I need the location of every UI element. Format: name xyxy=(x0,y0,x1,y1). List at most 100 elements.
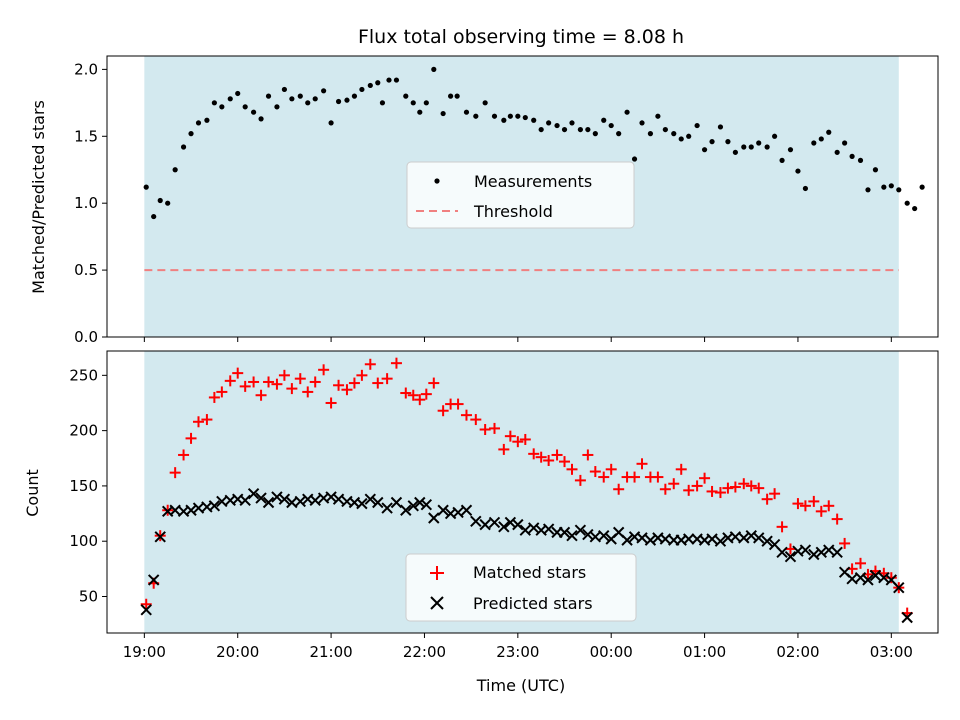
measurement-point xyxy=(662,126,668,133)
matched-star-point xyxy=(140,598,152,610)
measurement-point xyxy=(601,117,607,123)
measurement-point xyxy=(180,144,187,150)
measurement-point xyxy=(328,120,334,126)
matched-star-point xyxy=(714,487,726,499)
predicted-star-point xyxy=(784,550,797,563)
measurement-point xyxy=(431,66,437,72)
measurement-point xyxy=(748,144,754,150)
measurement-point xyxy=(772,133,778,139)
matched-star-point xyxy=(738,478,750,490)
predicted-star-point xyxy=(823,544,835,556)
measurement-point xyxy=(531,117,537,123)
matched-star-point xyxy=(318,364,330,376)
predicted-star-point xyxy=(278,493,291,505)
predicted-star-point xyxy=(598,529,610,542)
matched-star-point xyxy=(216,386,228,398)
legend-matched-label: Matched stars xyxy=(473,563,586,582)
measurement-point xyxy=(423,100,429,106)
matched-star-point xyxy=(420,388,432,400)
matched-star-point xyxy=(761,493,773,505)
x-tick-label: 20:00 xyxy=(216,643,259,661)
predicted-star-point xyxy=(239,494,251,507)
measurement-point xyxy=(818,136,824,142)
measurement-point xyxy=(842,140,848,146)
measurement-point xyxy=(802,185,809,192)
measurement-point xyxy=(655,113,661,119)
measurement-point xyxy=(616,131,622,137)
x-axis-label: Time (UTC) xyxy=(476,676,565,695)
predicted-star-point xyxy=(714,535,727,547)
measurement-point xyxy=(741,144,747,150)
matched-star-point xyxy=(613,483,625,495)
measurement-point xyxy=(454,93,460,99)
matched-star-point xyxy=(729,481,741,493)
measurement-point xyxy=(732,149,738,155)
matched-star-point xyxy=(831,513,843,525)
x-tick-label: 22:00 xyxy=(403,643,446,661)
matched-star-point xyxy=(675,463,687,475)
measurement-point xyxy=(912,205,918,212)
matched-star-point xyxy=(566,463,578,475)
predicted-star-point xyxy=(356,497,368,510)
legend-predicted-label: Predicted stars xyxy=(473,594,593,613)
measurement-point xyxy=(849,153,855,159)
measurement-point xyxy=(865,187,871,193)
measurement-point xyxy=(624,109,630,115)
predicted-star-point xyxy=(309,494,321,507)
measurement-point xyxy=(351,93,358,99)
predicted-star-point xyxy=(901,611,913,624)
bottom-y-ticks: 50 100 150 200 250 xyxy=(69,366,107,606)
matched-star-point xyxy=(885,572,897,584)
matched-star-point xyxy=(407,389,419,401)
matched-star-point xyxy=(839,537,851,549)
measurement-point xyxy=(538,126,544,133)
x-tick-label: 23:00 xyxy=(496,643,539,661)
predicted-star-point xyxy=(470,515,482,528)
predicted-star-point xyxy=(247,487,260,500)
predicted-star-point xyxy=(566,529,578,542)
measurement-point xyxy=(881,184,887,190)
matched-star-point xyxy=(452,398,464,410)
matched-star-point xyxy=(855,557,867,569)
matched-star-point xyxy=(224,375,236,387)
bottom-y-axis-label: Count xyxy=(23,469,42,517)
predicted-star-point xyxy=(372,496,384,509)
legend-predicted-marker xyxy=(430,596,444,610)
measurement-point xyxy=(165,200,171,206)
predicted-star-point xyxy=(498,521,510,533)
measurement-point xyxy=(227,96,233,102)
measurement-point xyxy=(448,93,454,99)
measurement-point xyxy=(204,117,210,123)
matched-star-point xyxy=(185,432,197,444)
predicted-star-point xyxy=(621,534,633,546)
measurement-point xyxy=(344,97,350,103)
predicted-star-point xyxy=(893,581,905,594)
predicted-star-point xyxy=(869,569,882,582)
measurement-point xyxy=(143,184,149,190)
measurement-point xyxy=(482,100,488,106)
y-tick-label: 1.5 xyxy=(74,127,98,145)
predicted-star-point xyxy=(488,516,501,529)
bottom-x-ticks: 19:00 20:00 21:00 22:00 23:00 00:00 01:00 02:00… xyxy=(123,633,913,661)
measurement-point xyxy=(375,80,381,86)
measurement-point xyxy=(671,131,677,137)
predicted-star-point xyxy=(420,499,433,511)
top-y-ticks: 0.0 0.5 1.0 1.5 2.0 xyxy=(74,60,107,346)
matched-star-point xyxy=(208,391,220,403)
matched-star-point xyxy=(201,414,213,426)
measurement-point xyxy=(250,109,257,115)
measurement-point xyxy=(379,100,386,106)
measurement-point xyxy=(872,167,879,173)
x-tick-label: 00:00 xyxy=(590,643,633,661)
matched-star-point xyxy=(271,378,283,390)
matched-star-point xyxy=(753,482,765,494)
legend-matched-marker xyxy=(430,566,444,580)
measurement-point xyxy=(473,113,479,119)
measurement-point xyxy=(686,133,692,139)
measurement-point xyxy=(297,93,303,99)
measurement-point xyxy=(904,200,910,206)
x-tick-label: 01:00 xyxy=(683,643,726,661)
measurement-point xyxy=(211,100,217,106)
predicted-star-point xyxy=(140,604,152,616)
measurement-point xyxy=(157,197,163,204)
